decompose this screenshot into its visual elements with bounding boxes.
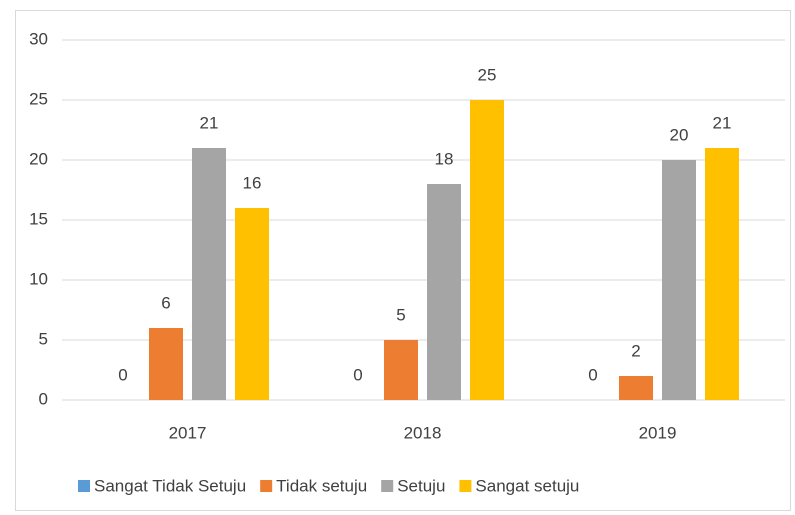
legend-swatch: [260, 480, 273, 492]
data-label: 21: [200, 113, 219, 132]
x-tick-label: 2018: [404, 423, 442, 442]
data-label: 0: [353, 365, 362, 384]
data-label: 20: [670, 125, 689, 144]
legend-label: Sangat setuju: [475, 476, 579, 495]
x-tick-label: 2017: [169, 423, 207, 442]
data-label: 18: [435, 149, 454, 168]
y-tick-label: 15: [29, 209, 48, 228]
legend-swatch: [381, 480, 394, 492]
legend-swatch: [78, 480, 90, 492]
y-tick-label: 25: [29, 89, 48, 108]
bar: [705, 148, 739, 400]
legend-swatch: [459, 480, 472, 492]
data-label: 21: [713, 113, 732, 132]
bar: [662, 160, 696, 400]
x-tick-label: 2019: [639, 423, 677, 442]
data-label: 6: [161, 293, 170, 312]
bar: [235, 208, 269, 400]
bar: [470, 100, 504, 400]
data-label: 25: [478, 65, 497, 84]
legend-label: Setuju: [397, 476, 445, 495]
data-label: 16: [243, 173, 262, 192]
legend-label: Tidak setuju: [276, 476, 367, 495]
data-label: 5: [396, 305, 405, 324]
bar: [427, 184, 461, 400]
legend-label: Sangat Tidak Setuju: [94, 476, 246, 495]
bar: [384, 340, 418, 400]
data-label: 0: [118, 365, 127, 384]
bar: [619, 376, 653, 400]
data-label: 2: [631, 341, 640, 360]
y-tick-label: 10: [29, 269, 48, 288]
data-label: 0: [588, 365, 597, 384]
y-tick-label: 20: [29, 149, 48, 168]
chart-border: [15, 10, 791, 511]
y-tick-label: 30: [29, 29, 48, 48]
y-tick-label: 0: [39, 389, 48, 408]
bar: [192, 148, 226, 400]
bar: [149, 328, 183, 400]
y-tick-label: 5: [39, 329, 48, 348]
